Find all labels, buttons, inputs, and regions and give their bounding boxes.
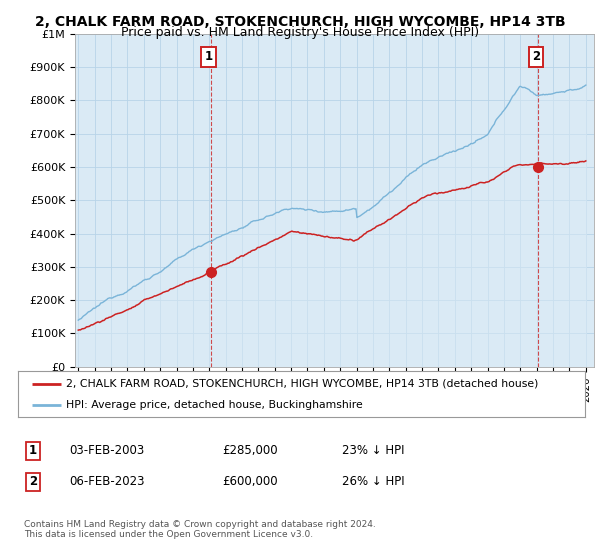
Text: £600,000: £600,000 [222, 475, 278, 488]
Text: 23% ↓ HPI: 23% ↓ HPI [342, 444, 404, 458]
Text: £285,000: £285,000 [222, 444, 278, 458]
Text: 2, CHALK FARM ROAD, STOKENCHURCH, HIGH WYCOMBE, HP14 3TB: 2, CHALK FARM ROAD, STOKENCHURCH, HIGH W… [35, 15, 565, 29]
Text: 2: 2 [532, 50, 540, 63]
Text: Price paid vs. HM Land Registry's House Price Index (HPI): Price paid vs. HM Land Registry's House … [121, 26, 479, 39]
Text: 06-FEB-2023: 06-FEB-2023 [69, 475, 145, 488]
Text: 1: 1 [205, 50, 212, 63]
Text: Contains HM Land Registry data © Crown copyright and database right 2024.
This d: Contains HM Land Registry data © Crown c… [24, 520, 376, 539]
Text: HPI: Average price, detached house, Buckinghamshire: HPI: Average price, detached house, Buck… [66, 400, 363, 410]
Text: 2: 2 [29, 475, 37, 488]
Text: 03-FEB-2003: 03-FEB-2003 [69, 444, 144, 458]
Text: 1: 1 [29, 444, 37, 458]
Text: 2, CHALK FARM ROAD, STOKENCHURCH, HIGH WYCOMBE, HP14 3TB (detached house): 2, CHALK FARM ROAD, STOKENCHURCH, HIGH W… [66, 379, 539, 389]
Text: 26% ↓ HPI: 26% ↓ HPI [342, 475, 404, 488]
